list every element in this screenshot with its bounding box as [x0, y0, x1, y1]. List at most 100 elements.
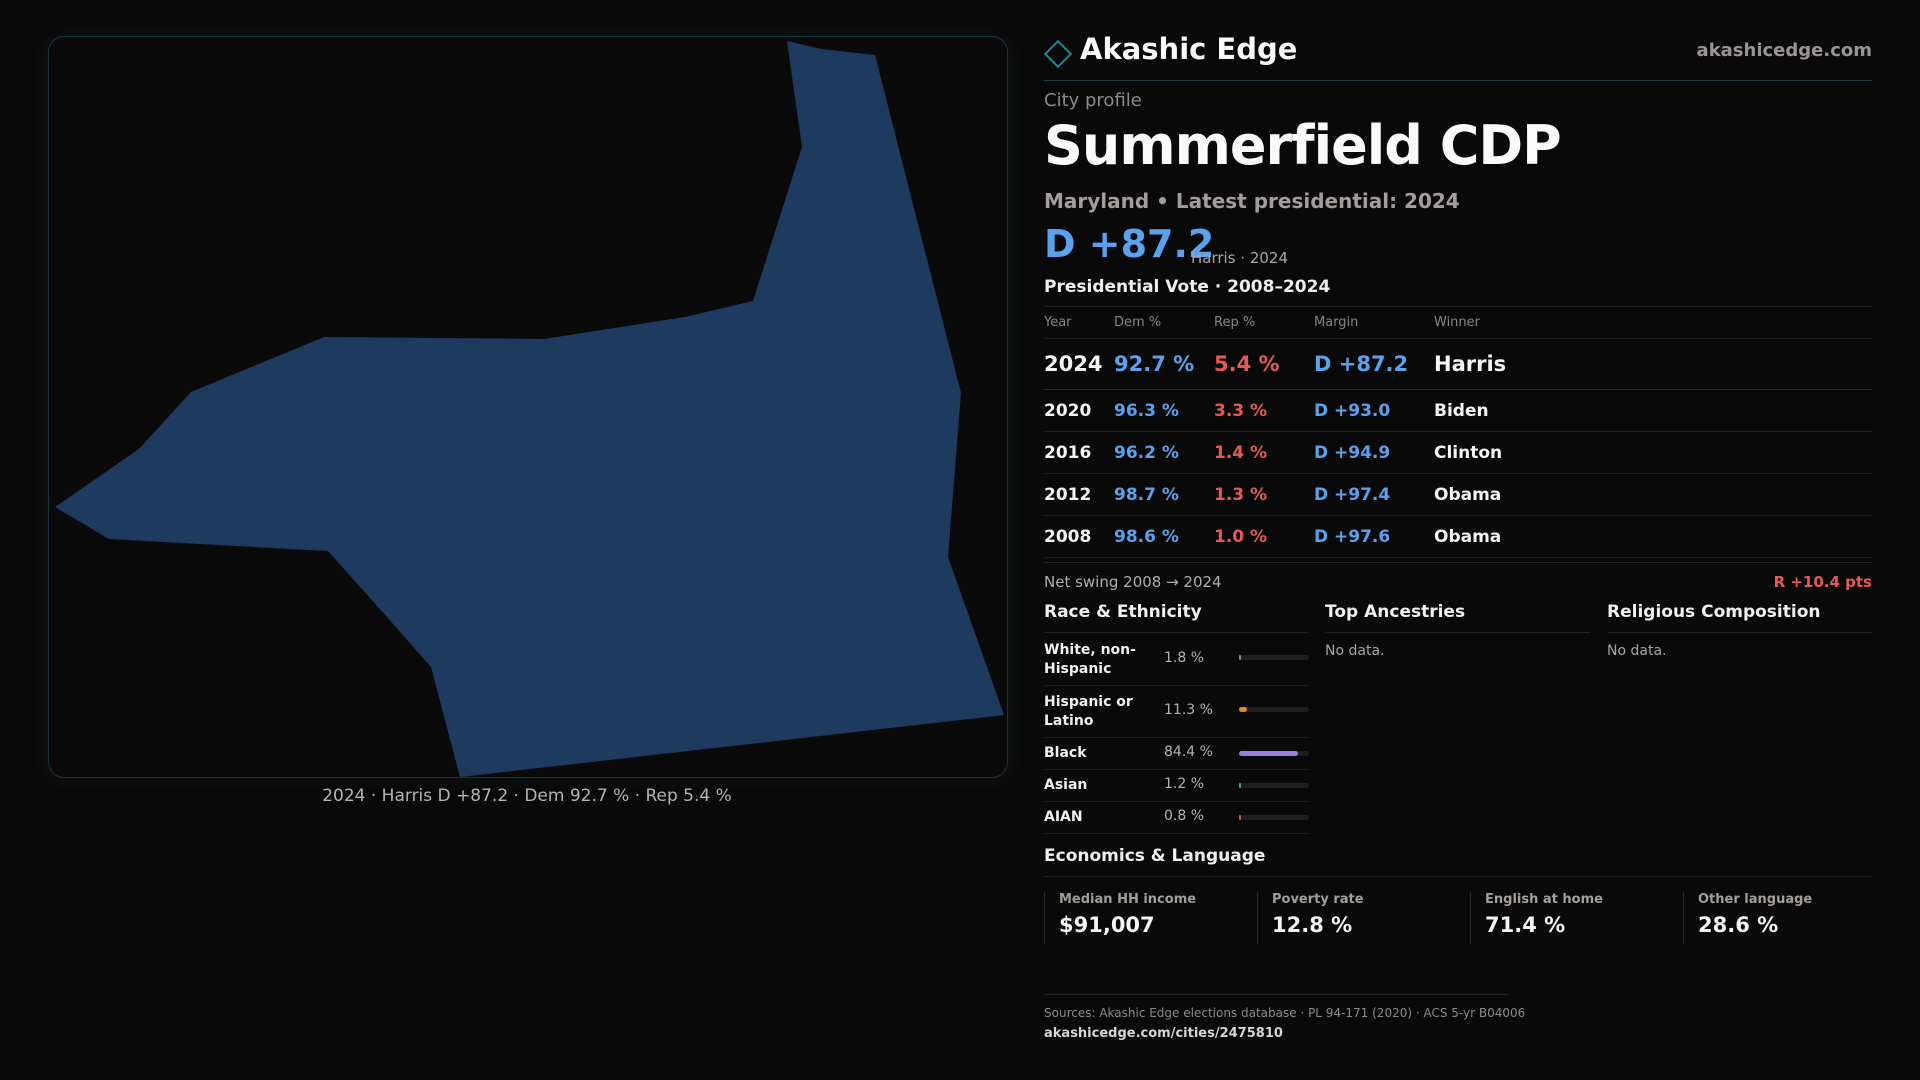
- race-section-title: Race & Ethnicity: [1044, 602, 1309, 633]
- cell-margin: D +97.6: [1314, 515, 1434, 558]
- table-row: 2020 96.3 % 3.3 % D +93.0 Biden: [1044, 389, 1872, 432]
- race-label: White, non-Hispanic: [1044, 642, 1136, 677]
- race-ethnicity-section: Race & Ethnicity White, non-Hispanic 1.8…: [1044, 602, 1309, 834]
- religion-title: Religious Composition: [1607, 602, 1872, 633]
- vote-table: Year Dem % Rep % Margin Winner 2024 92.7…: [1044, 306, 1872, 558]
- headline-note: Harris · 2024: [1191, 249, 1289, 267]
- col-header-rep: Rep %: [1214, 306, 1314, 339]
- divider: [1044, 876, 1872, 877]
- race-row: Hispanic or Latino 11.3 %: [1044, 686, 1309, 738]
- stat-label: Median HH income: [1059, 892, 1197, 907]
- table-row: 2012 98.7 % 1.3 % D +97.4 Obama: [1044, 473, 1872, 516]
- brand-url-link[interactable]: akashicedge.com: [1696, 40, 1872, 61]
- race-pct: 0.8 %: [1164, 808, 1205, 824]
- headline-margin: D +87.2: [1044, 222, 1215, 266]
- table-row: 2024 92.7 % 5.4 % D +87.2 Harris: [1044, 338, 1872, 390]
- stat-label: Poverty rate: [1272, 892, 1364, 907]
- col-header-year: Year: [1044, 306, 1114, 339]
- race-bar-track: [1239, 783, 1309, 788]
- col-header-margin: Margin: [1314, 306, 1434, 339]
- cell-margin: D +87.2: [1314, 338, 1434, 390]
- cell-dem: 98.6 %: [1114, 515, 1214, 558]
- race-label: Asian: [1044, 777, 1088, 793]
- race-row: Asian 1.2 %: [1044, 770, 1309, 802]
- stat-value: 28.6 %: [1698, 913, 1779, 937]
- source-url-link[interactable]: akashicedge.com/cities/2475810: [1044, 1026, 1283, 1041]
- race-bar-track: [1239, 707, 1309, 712]
- race-bar-fill: [1239, 783, 1242, 788]
- stat-label: English at home: [1485, 892, 1603, 907]
- economics-title: Economics & Language: [1044, 846, 1266, 866]
- stat-median-income: Median HH income $91,007: [1044, 892, 1254, 944]
- map-panel[interactable]: [48, 36, 1008, 778]
- race-pct: 84.4 %: [1164, 744, 1213, 760]
- race-bar-fill: [1239, 751, 1299, 756]
- cell-year: 2012: [1044, 473, 1114, 516]
- religion-section: Religious Composition No data.: [1607, 602, 1872, 659]
- city-boundary-shape[interactable]: [55, 41, 1004, 777]
- race-pct: 11.3 %: [1164, 702, 1213, 718]
- cell-dem: 98.7 %: [1114, 473, 1214, 516]
- swing-label: Net swing 2008 → 2024: [1044, 573, 1222, 591]
- race-label: Black: [1044, 745, 1087, 761]
- stat-other-language: Other language 28.6 %: [1683, 892, 1893, 944]
- cell-winner: Harris: [1434, 338, 1872, 390]
- race-row: AIAN 0.8 %: [1044, 802, 1309, 834]
- table-header-row: Year Dem % Rep % Margin Winner: [1044, 306, 1872, 339]
- religion-empty: No data.: [1607, 643, 1667, 659]
- page-title: Summerfield CDP: [1044, 114, 1562, 177]
- cell-year: 2008: [1044, 515, 1114, 558]
- race-bar-track: [1239, 655, 1309, 660]
- cell-dem: 92.7 %: [1114, 338, 1214, 390]
- table-row: 2008 98.6 % 1.0 % D +97.6 Obama: [1044, 515, 1872, 558]
- race-bar-track: [1239, 815, 1309, 820]
- table-row: 2016 96.2 % 1.4 % D +94.9 Clinton: [1044, 431, 1872, 474]
- cell-rep: 1.3 %: [1214, 473, 1314, 516]
- stat-poverty-rate: Poverty rate 12.8 %: [1257, 892, 1467, 944]
- col-header-winner: Winner: [1434, 306, 1872, 339]
- race-pct: 1.2 %: [1164, 776, 1205, 792]
- map-caption: 2024 · Harris D +87.2 · Dem 92.7 % · Rep…: [322, 786, 732, 806]
- race-bar-track: [1239, 751, 1309, 756]
- race-bar-fill: [1239, 707, 1247, 712]
- cell-rep: 3.3 %: [1214, 389, 1314, 432]
- cell-dem: 96.2 %: [1114, 431, 1214, 474]
- divider: [1044, 994, 1509, 995]
- cell-winner: Obama: [1434, 473, 1872, 516]
- cell-year: 2024: [1044, 338, 1114, 390]
- cell-dem: 96.3 %: [1114, 389, 1214, 432]
- swing-value: R +10.4 pts: [1773, 573, 1872, 591]
- race-label: AIAN: [1044, 809, 1083, 825]
- stat-value: 12.8 %: [1272, 913, 1353, 937]
- stat-value: 71.4 %: [1485, 913, 1566, 937]
- sources-note: Sources: Akashic Edge elections database…: [1044, 1006, 1526, 1020]
- divider: [1044, 562, 1872, 563]
- ancestries-empty: No data.: [1325, 643, 1385, 659]
- race-row: White, non-Hispanic 1.8 %: [1044, 633, 1309, 686]
- race-bar-fill: [1239, 655, 1242, 660]
- cell-winner: Biden: [1434, 389, 1872, 432]
- brand-name[interactable]: Akashic Edge: [1080, 32, 1298, 66]
- cell-year: 2020: [1044, 389, 1114, 432]
- cell-winner: Clinton: [1434, 431, 1872, 474]
- race-bar-fill: [1239, 815, 1242, 820]
- page-eyebrow: City profile: [1044, 90, 1142, 111]
- race-label: Hispanic or Latino: [1044, 694, 1133, 729]
- ancestries-section: Top Ancestries No data.: [1325, 602, 1590, 659]
- race-pct: 1.8 %: [1164, 650, 1205, 666]
- cell-rep: 1.4 %: [1214, 431, 1314, 474]
- cell-rep: 1.0 %: [1214, 515, 1314, 558]
- cell-margin: D +93.0: [1314, 389, 1434, 432]
- cell-winner: Obama: [1434, 515, 1872, 558]
- cell-year: 2016: [1044, 431, 1114, 474]
- ancestries-title: Top Ancestries: [1325, 602, 1590, 633]
- diamond-icon: [1043, 39, 1073, 69]
- race-row: Black 84.4 %: [1044, 738, 1309, 770]
- stat-label: Other language: [1698, 892, 1813, 907]
- col-header-dem: Dem %: [1114, 306, 1214, 339]
- cell-margin: D +97.4: [1314, 473, 1434, 516]
- brand-header: Akashic Edge akashicedge.com: [1043, 30, 1872, 81]
- stat-value: $91,007: [1059, 913, 1155, 937]
- cell-margin: D +94.9: [1314, 431, 1434, 474]
- cell-rep: 5.4 %: [1214, 338, 1314, 390]
